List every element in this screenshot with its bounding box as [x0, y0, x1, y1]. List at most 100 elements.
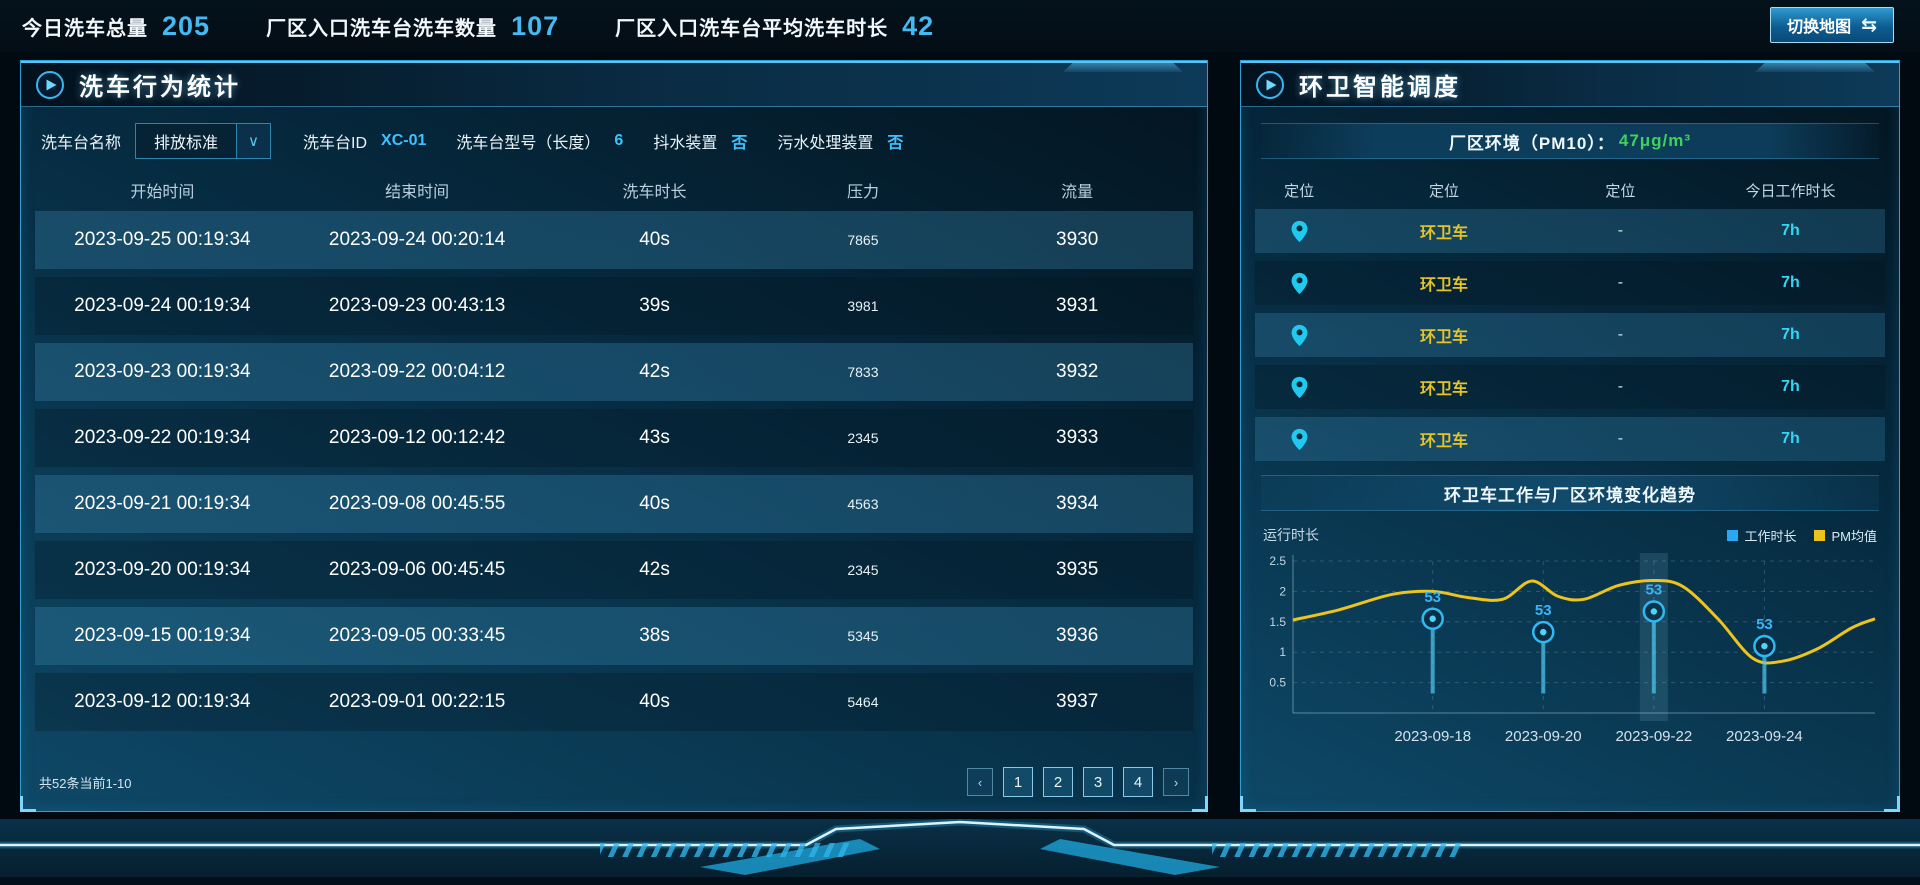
play-icon — [1255, 70, 1285, 100]
table-cell: 39s — [639, 295, 670, 316]
vehicle-location-value: - — [1617, 222, 1624, 239]
table-cell: 3930 — [1056, 229, 1099, 250]
station-model-value: 6 — [614, 132, 624, 149]
table-row: 2023-09-22 00:19:34 2023-09-12 00:12:42 43… — [35, 409, 1193, 467]
location-pin-icon[interactable] — [1290, 324, 1309, 347]
svg-text:53: 53 — [1756, 616, 1773, 633]
wash-records-table: 开始时间 结束时间 洗车时长 压力 流量 2023-09-25 00:19:34… — [35, 169, 1193, 731]
chart-y-axis-label: 运行时长 — [1263, 527, 1319, 543]
table-cell: 3937 — [1056, 691, 1099, 712]
stat-label: 今日洗车总量 — [22, 17, 148, 40]
table-cell: 2023-09-24 00:19:34 — [74, 295, 251, 316]
table-cell: 2023-09-12 00:19:34 — [74, 691, 251, 712]
col-start-time: 开始时间 — [130, 184, 195, 201]
svg-text:53: 53 — [1424, 589, 1441, 606]
col-location-2: 定位 — [1428, 182, 1459, 200]
location-pin-icon[interactable] — [1290, 272, 1309, 295]
table-row: 2023-09-24 00:19:34 2023-09-23 00:43:13 39… — [35, 277, 1193, 335]
table-cell: 2023-09-22 00:19:34 — [74, 427, 251, 448]
table-cell: 2023-09-25 00:19:34 — [74, 229, 251, 250]
vehicle-row: 环卫车 - 7h — [1255, 313, 1885, 357]
table-cell: 2023-09-06 00:45:45 — [328, 559, 506, 580]
table-cell: 2023-09-05 00:33:45 — [328, 625, 506, 646]
location-pin-icon[interactable] — [1290, 376, 1309, 399]
shake-device-label: 抖水装置 — [653, 135, 718, 152]
vehicle-location-value: - — [1617, 274, 1624, 291]
svg-text:2: 2 — [1279, 584, 1286, 598]
svg-text:1.5: 1.5 — [1269, 615, 1286, 629]
table-cell: 3932 — [1056, 361, 1099, 382]
stat-total-washes: 今日洗车总量 205 — [22, 11, 210, 42]
table-cell: 3934 — [1056, 493, 1099, 514]
panel-title: 环卫智能调度 — [1299, 74, 1461, 101]
table-row: 2023-09-21 00:19:34 2023-09-08 00:45:55 40… — [35, 475, 1193, 533]
vehicle-row: 环卫车 - 7h — [1255, 417, 1885, 461]
location-pin-icon[interactable] — [1290, 428, 1309, 451]
table-cell: 3935 — [1056, 559, 1099, 580]
shake-device-value: 否 — [731, 135, 748, 152]
station-id-label: 洗车台ID — [303, 135, 368, 152]
table-cell: 2023-09-22 00:04:12 — [328, 361, 506, 382]
vehicle-name: 环卫车 — [1419, 433, 1468, 450]
station-id-value: XC-01 — [381, 132, 427, 149]
legend-swatch — [1727, 529, 1739, 541]
svg-text:2023-09-24: 2023-09-24 — [1726, 728, 1803, 745]
page-button-4[interactable]: 4 — [1123, 767, 1153, 797]
table-cell: 3933 — [1056, 427, 1099, 448]
table-cell: 2023-09-08 00:45:55 — [328, 493, 506, 514]
col-work-hours: 今日工作时长 — [1745, 182, 1836, 200]
pagination-bar: 共52条当前1-10 ‹ 1 2 3 4 › — [21, 767, 1207, 797]
legend-label: 工作时长 — [1744, 528, 1797, 544]
footer-lines — [0, 819, 1920, 885]
page-button-3[interactable]: 3 — [1083, 767, 1113, 797]
top-stats-bar: 今日洗车总量 205 厂区入口洗车台洗车数量 107 厂区入口洗车台平均洗车时长… — [0, 0, 1920, 52]
switch-map-button[interactable]: 切换地图 ⇆ — [1770, 7, 1894, 43]
chevron-down-icon: ∨ — [236, 124, 271, 158]
col-flow: 流量 — [1061, 184, 1094, 201]
legend-item[interactable]: 工作时长 — [1727, 526, 1796, 545]
table-cell: 2023-09-23 00:19:34 — [74, 361, 251, 382]
table-cell: 3931 — [1056, 295, 1099, 316]
page-button-2[interactable]: 2 — [1043, 767, 1073, 797]
table-cell: 2023-09-20 00:19:34 — [74, 559, 251, 580]
svg-text:2023-09-20: 2023-09-20 — [1505, 728, 1582, 745]
table-cell: 5464 — [847, 694, 879, 710]
corner-decoration — [1884, 796, 1900, 812]
vehicle-name: 环卫车 — [1419, 277, 1468, 294]
table-row: 2023-09-12 00:19:34 2023-09-01 00:22:15 40… — [35, 673, 1193, 731]
table-row: 2023-09-23 00:19:34 2023-09-22 00:04:12 42… — [35, 343, 1193, 401]
vehicle-work-hours: 7h — [1781, 222, 1800, 239]
legend-item[interactable]: PM均值 — [1814, 526, 1877, 545]
header-notch-decoration — [1063, 63, 1183, 72]
location-pin-icon[interactable] — [1290, 220, 1309, 243]
stat-entrance-washes: 厂区入口洗车台洗车数量 107 — [266, 11, 559, 42]
sewage-device-value: 否 — [887, 135, 904, 152]
svg-text:2023-09-22: 2023-09-22 — [1615, 728, 1692, 745]
svg-text:0.5: 0.5 — [1269, 676, 1286, 690]
header-notch-decoration — [1755, 63, 1875, 72]
table-row: 2023-09-20 00:19:34 2023-09-06 00:45:45 42… — [35, 541, 1193, 599]
wash-behavior-panel: 洗车行为统计 洗车台名称 排放标准 ∨ 洗车台ID XC-01 洗车台型号（长度… — [20, 60, 1208, 812]
table-cell: 2345 — [847, 430, 879, 446]
col-duration: 洗车时长 — [622, 184, 687, 201]
sewage-device-label: 污水处理装置 — [777, 135, 874, 152]
vehicle-location-value: - — [1617, 326, 1624, 343]
table-cell: 5345 — [847, 628, 879, 644]
vehicle-row: 环卫车 - 7h — [1255, 209, 1885, 253]
col-location-1: 定位 — [1284, 182, 1315, 200]
station-name-dropdown[interactable]: 排放标准 ∨ — [135, 123, 272, 159]
table-row: 2023-09-15 00:19:34 2023-09-05 00:33:45 38… — [35, 607, 1193, 665]
vehicle-name: 环卫车 — [1419, 225, 1468, 242]
table-cell: 4563 — [847, 496, 879, 512]
legend-label: PM均值 — [1831, 528, 1877, 544]
trend-chart: 0.5 1 1.5 2 2.5 53 53 53 53 2023-09-18 2023-09-20 2… — [1249, 547, 1891, 764]
prev-page-button[interactable]: ‹ — [967, 768, 993, 796]
stat-label: 厂区入口洗车台洗车数量 — [266, 17, 498, 40]
table-row: 2023-09-25 00:19:34 2023-09-24 00:20:14 40… — [35, 211, 1193, 269]
page-button-1[interactable]: 1 — [1003, 767, 1033, 797]
table-body: 2023-09-25 00:19:34 2023-09-24 00:20:14 40… — [35, 211, 1193, 731]
vehicle-location-value: - — [1617, 378, 1624, 395]
next-page-button[interactable]: › — [1163, 768, 1189, 796]
pm10-label: 厂区环境（PM10）： — [1448, 133, 1615, 153]
trend-chart-title: 环卫车工作与厂区环境变化趋势 — [1261, 475, 1879, 511]
